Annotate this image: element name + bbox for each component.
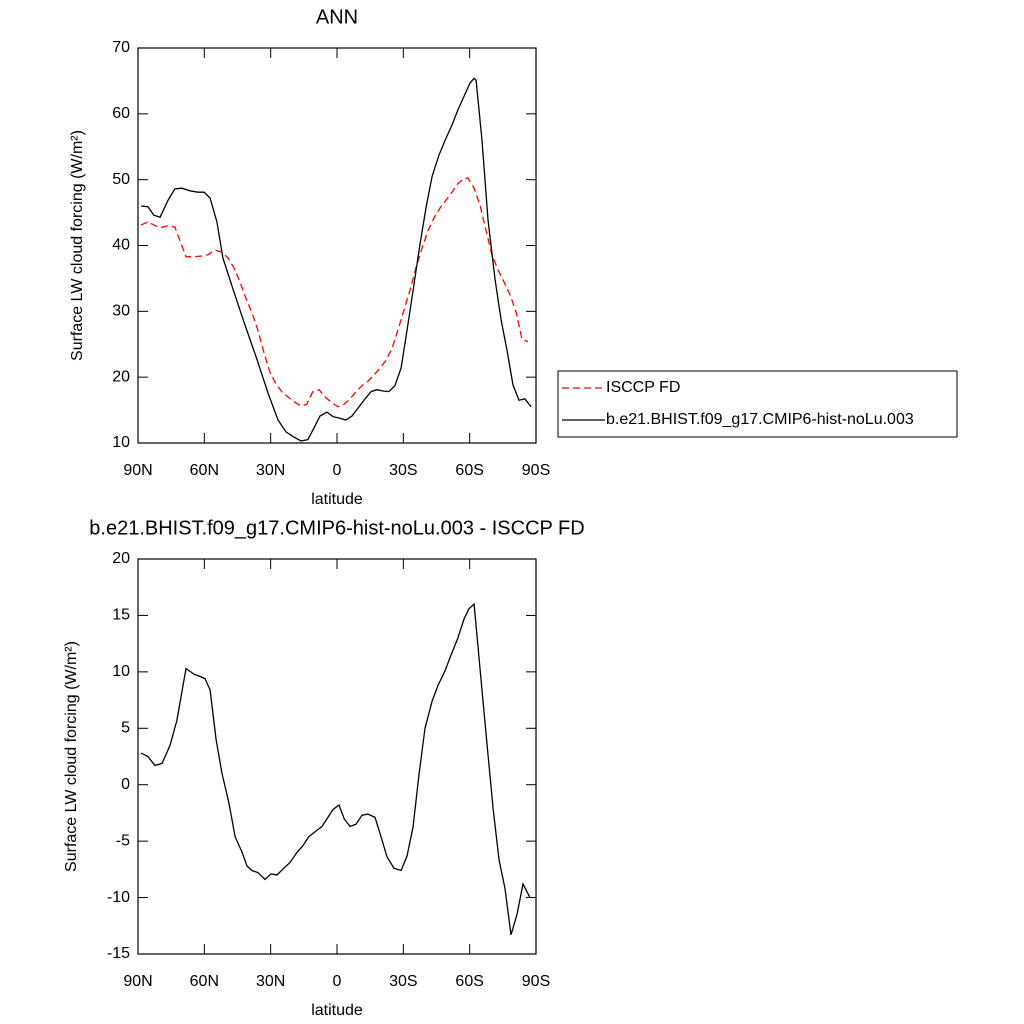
y-axis-label: Surface LW cloud forcing (W/m²) <box>69 130 86 361</box>
x-tick-label: 0 <box>333 462 342 479</box>
series-line <box>140 602 531 935</box>
y-tick-label: 50 <box>112 171 130 188</box>
y-tick-label: 5 <box>121 720 130 737</box>
y-tick-label: 10 <box>112 434 130 451</box>
y-tick-label: 10 <box>112 663 130 680</box>
y-tick-label: 15 <box>112 607 130 624</box>
x-tick-label: 30S <box>389 973 417 990</box>
x-tick-label: 90S <box>522 462 550 479</box>
x-axis-label: latitude <box>311 1002 363 1019</box>
x-tick-label: 60S <box>455 973 483 990</box>
chart-title: ANN <box>316 6 358 28</box>
legend-label: b.e21.BHIST.f09_g17.CMIP6-hist-noLu.003 <box>606 411 914 428</box>
x-tick-label: 90N <box>123 973 152 990</box>
x-tick-label: 60N <box>190 973 219 990</box>
y-tick-label: -10 <box>107 889 130 906</box>
series-line <box>140 177 529 408</box>
x-tick-label: 30N <box>256 973 285 990</box>
y-tick-label: 40 <box>112 237 130 254</box>
y-tick-label: 20 <box>112 550 130 567</box>
y-tick-label: -5 <box>116 832 130 849</box>
x-tick-label: 30N <box>256 462 285 479</box>
plot-frame <box>137 558 537 955</box>
plot-frame <box>137 47 537 444</box>
y-tick-label: 20 <box>112 368 130 385</box>
y-tick-label: -15 <box>107 945 130 962</box>
series-line <box>141 77 532 442</box>
x-tick-label: 90S <box>522 973 550 990</box>
x-tick-label: 0 <box>333 973 342 990</box>
y-tick-label: 70 <box>112 39 130 56</box>
y-axis-label: Surface LW cloud forcing (W/m²) <box>63 641 80 872</box>
x-tick-label: 90N <box>123 462 152 479</box>
chart-title: b.e21.BHIST.f09_g17.CMIP6-hist-noLu.003 … <box>89 517 584 539</box>
x-tick-label: 60N <box>190 462 219 479</box>
x-tick-label: 30S <box>389 462 417 479</box>
y-tick-label: 0 <box>121 776 130 793</box>
x-tick-label: 60S <box>455 462 483 479</box>
legend-label: ISCCP FD <box>606 379 680 396</box>
y-tick-label: 60 <box>112 105 130 122</box>
legend-box <box>557 370 958 438</box>
x-axis-label: latitude <box>311 491 363 508</box>
y-tick-label: 30 <box>112 303 130 320</box>
